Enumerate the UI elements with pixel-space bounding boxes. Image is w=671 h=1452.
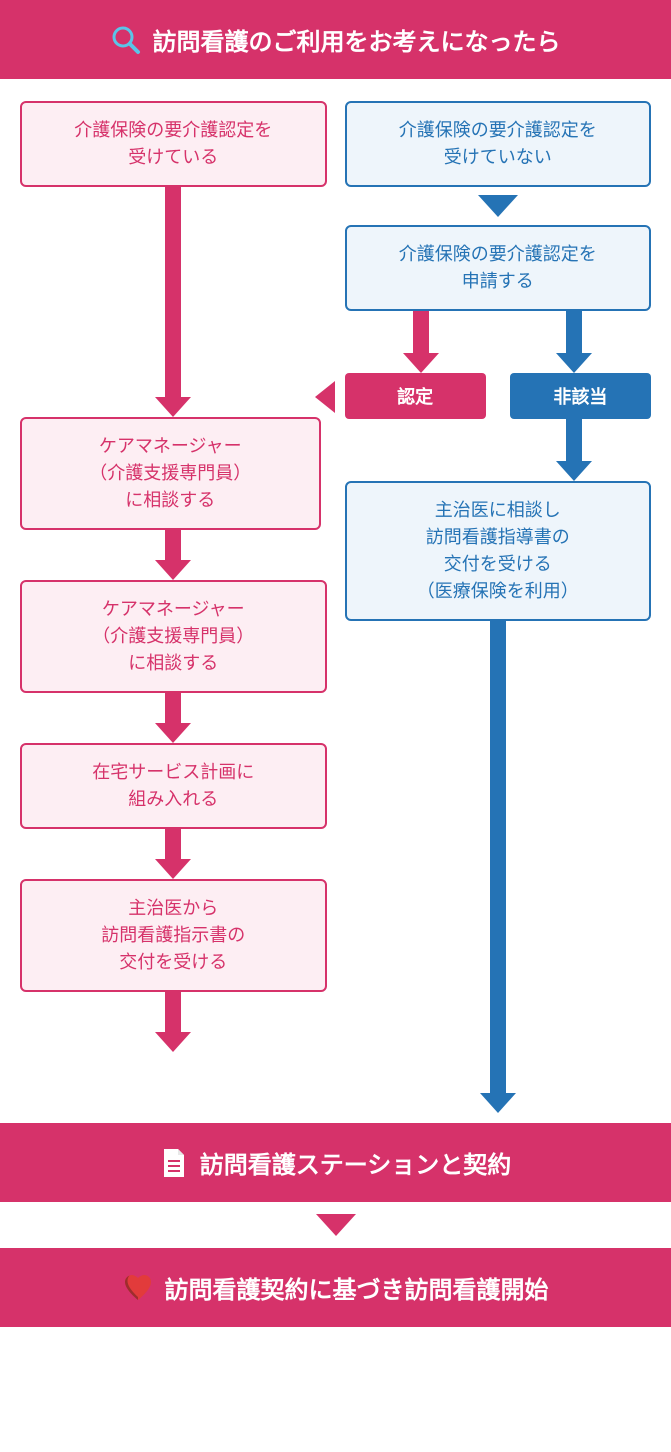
arrow-down-icon: [20, 187, 327, 417]
arrow-left-icon: [315, 381, 335, 413]
left-box-instruction: 主治医から訪問看護指示書の交付を受ける: [20, 879, 327, 992]
left-box-caremanager-1: ケアマネージャー（介護支援専門員）に相談する: [20, 417, 321, 530]
single-right-arrow: [345, 419, 652, 481]
arrow-down-icon: [345, 621, 652, 1113]
left-box-plan: 在宅サービス計画に組み入れる: [20, 743, 327, 829]
flowchart-container: 訪問看護のご利用をお考えになったら 介護保険の要介護認定を受けている ケアマネー…: [0, 0, 671, 1327]
right-column: 介護保険の要介護認定を受けていない 介護保険の要介護認定を申請する 認定 非該当: [345, 101, 652, 1113]
right-box-apply: 介護保険の要介護認定を申請する: [345, 225, 652, 311]
banner-top: 訪問看護のご利用をお考えになったら: [0, 0, 671, 79]
search-icon: [111, 25, 141, 55]
banner-contract-text: 訪問看護ステーションと契約: [200, 1145, 512, 1180]
arrow-down-icon: [20, 693, 327, 743]
banner-start-text: 訪問看護契約に基づき訪問看護開始: [165, 1270, 549, 1305]
arrow-down-icon: [20, 530, 327, 580]
left-box-certified: 介護保険の要介護認定を受けている: [20, 101, 327, 187]
chevron-down-icon: [478, 195, 518, 217]
pill-not-applicable: 非該当: [510, 373, 651, 419]
arrow-down-icon: [20, 992, 327, 1052]
banner-contract: 訪問看護ステーションと契約: [0, 1123, 671, 1202]
document-icon: [160, 1147, 188, 1179]
arrow-down-icon: [498, 419, 651, 481]
left-column: 介護保険の要介護認定を受けている ケアマネージャー（介護支援専門員）に相談する …: [20, 101, 327, 1113]
chevron-down-icon: [316, 1214, 356, 1236]
pill-approved: 認定: [345, 373, 486, 419]
banner-top-text: 訪問看護のご利用をお考えになったら: [153, 22, 561, 57]
right-box-doctor: 主治医に相談し訪問看護指導書の交付を受ける（医療保険を利用）: [345, 481, 652, 621]
flow-area: 介護保険の要介護認定を受けている ケアマネージャー（介護支援専門員）に相談する …: [0, 79, 671, 1123]
arrow-down-icon: [345, 311, 498, 373]
left-box-caremanager-2: ケアマネージャー（介護支援専門員）に相談する: [20, 580, 327, 693]
arrow-down-icon: [498, 311, 651, 373]
pill-row: 認定 非該当: [345, 373, 652, 419]
right-box-not-certified: 介護保険の要介護認定を受けていない: [345, 101, 652, 187]
heart-icon: [123, 1274, 153, 1302]
split-arrows: [345, 311, 652, 373]
banner-start: 訪問看護契約に基づき訪問看護開始: [0, 1248, 671, 1327]
arrow-down-icon: [20, 829, 327, 879]
